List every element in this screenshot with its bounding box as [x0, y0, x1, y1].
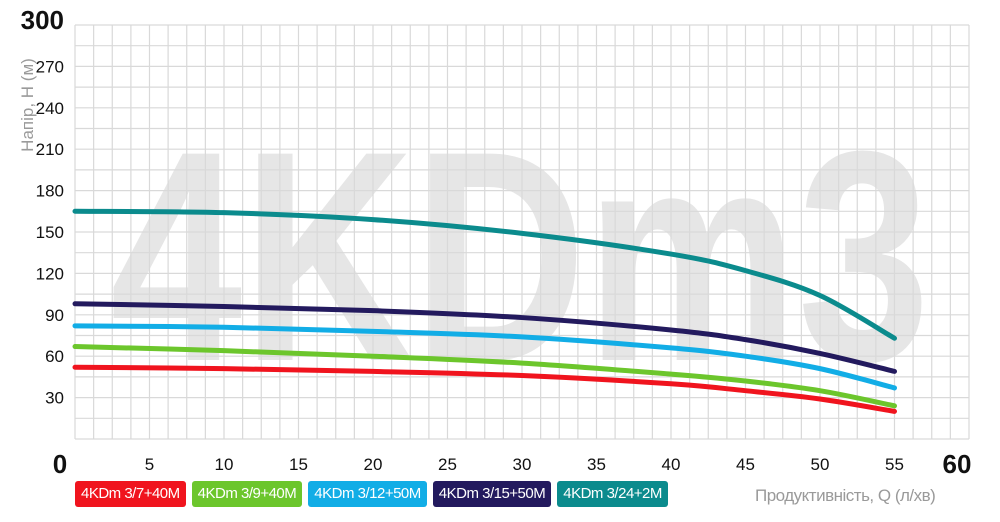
y-tick-label: 240: [36, 99, 64, 118]
series-line: [72, 323, 897, 391]
series-line: [72, 364, 897, 414]
x-tick-label: 45: [736, 455, 755, 474]
y-tick-label: 300: [21, 5, 64, 35]
x-tick-label: 15: [289, 455, 308, 474]
x-tick-label: 35: [587, 455, 606, 474]
x-tick-label: 30: [513, 455, 532, 474]
y-tick-label: 270: [36, 57, 64, 76]
series-line: [72, 208, 897, 341]
legend-item: 4KDm 3/9+40M: [191, 481, 303, 507]
series-line: [72, 344, 897, 409]
x-tick-label: 20: [364, 455, 383, 474]
y-tick-label: 210: [36, 140, 64, 159]
legend-item: 4KDm 3/7+40M: [75, 481, 186, 507]
y-tick-label: 120: [36, 264, 64, 283]
legend: 4KDm 3/7+40M 4KDm 3/9+40M 4KDm 3/12+50M …: [75, 481, 668, 507]
x-tick-label: 5: [145, 455, 154, 474]
y-tick-label: 60: [45, 347, 64, 366]
x-tick-label: 10: [215, 455, 234, 474]
series-line: [72, 301, 897, 374]
y-tick-label: 150: [36, 223, 64, 242]
x-tick-label: 0: [53, 449, 67, 479]
x-tick-label: 40: [662, 455, 681, 474]
y-tick-label: 90: [45, 306, 64, 325]
y-tick-label: 180: [36, 182, 64, 201]
x-tick-label: 50: [811, 455, 830, 474]
x-tick-label: 60: [943, 449, 972, 479]
x-axis-label: Продуктивність, Q (л/хв): [755, 486, 936, 505]
y-tick-label: 30: [45, 389, 64, 408]
x-tick-label: 25: [438, 455, 457, 474]
legend-item: 4KDm 3/24+2M: [557, 481, 668, 507]
y-axis-label: Напір, H (м): [18, 58, 37, 152]
x-tick-label: 55: [885, 455, 904, 474]
legend-item: 4KDm 3/12+50M: [308, 481, 427, 507]
legend-item: 4KDm 3/15+50M: [432, 481, 552, 507]
